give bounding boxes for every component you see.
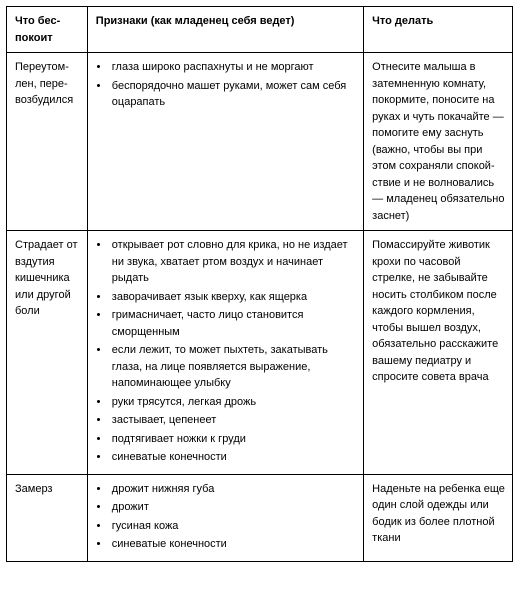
concern-cell: Переутом­лен, пере­возбудился [7, 53, 88, 231]
concern-cell: Замерз [7, 474, 88, 561]
page: Что бес­покоит Признаки (как младенец се… [0, 0, 519, 568]
signs-cell: дрожит нижняя губадрожит гусиная кожасине… [87, 474, 363, 561]
header-action: Что делать [364, 7, 513, 53]
signs-item: заворачивает язык кверху, как ящерка [110, 289, 357, 306]
signs-item: глаза широко распахнуты и не моргают [110, 59, 357, 76]
signs-list: глаза широко распахнуты и не моргают бесп… [96, 59, 357, 111]
action-cell: Помассируйте животик крохи по часовой ст… [364, 231, 513, 475]
table-row: Переутом­лен, пере­возбудилсяглаза широк… [7, 53, 513, 231]
signs-item: беспорядочно машет руками, может сам себ… [110, 78, 357, 111]
signs-item: гримасничает, часто лицо становится смор… [110, 307, 357, 340]
signs-cell: глаза широко распахнуты и не моргают бесп… [87, 53, 363, 231]
action-cell: Отнесите малыша в затемненную комнату, п… [364, 53, 513, 231]
signs-item: дрожит нижняя губа [110, 481, 357, 498]
signs-item: руки трясутся, легкая дрожь [110, 394, 357, 411]
signs-item: застывает, цепенеет [110, 412, 357, 429]
action-cell: Наденьте на ребен­ка еще один слой одежд… [364, 474, 513, 561]
header-signs: Признаки (как младенец себя ведет) [87, 7, 363, 53]
baby-behavior-table: Что бес­покоит Признаки (как младенец се… [6, 6, 513, 562]
concern-cell: Страдает от вздутия кишечника или другой… [7, 231, 88, 475]
table-row: Страдает от вздутия кишечника или другой… [7, 231, 513, 475]
signs-item: подтягивает ножки к груди [110, 431, 357, 448]
table-body: Переутом­лен, пере­возбудилсяглаза широк… [7, 53, 513, 562]
signs-list: дрожит нижняя губадрожит гусиная кожасине… [96, 481, 357, 553]
header-concern: Что бес­покоит [7, 7, 88, 53]
header-row: Что бес­покоит Признаки (как младенец се… [7, 7, 513, 53]
signs-item: гусиная кожа [110, 518, 357, 535]
signs-item: синеватые конечности [110, 536, 357, 553]
signs-item: если лежит, то может пыхтеть, закаты­ват… [110, 342, 357, 392]
signs-item: синеватые конечности [110, 449, 357, 466]
signs-list: открывает рот словно для крика, но не из… [96, 237, 357, 466]
table-row: Замерз дрожит нижняя губадрожит гусиная ко… [7, 474, 513, 561]
signs-item: открывает рот словно для крика, но не из… [110, 237, 357, 287]
signs-item: дрожит [110, 499, 357, 516]
signs-cell: открывает рот словно для крика, но не из… [87, 231, 363, 475]
